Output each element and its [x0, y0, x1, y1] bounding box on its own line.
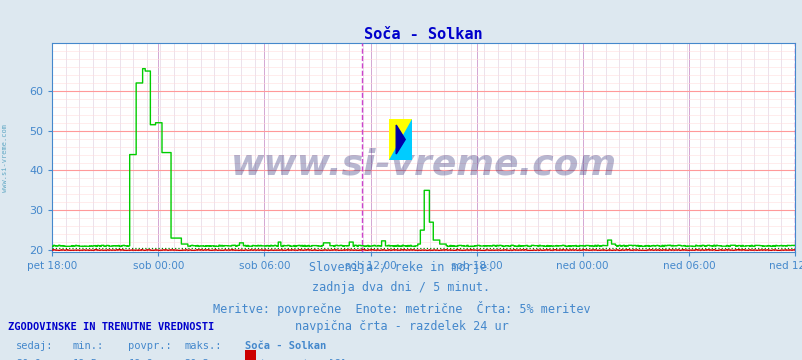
Text: min.:: min.: — [72, 341, 103, 351]
Text: Slovenija / reke in morje.: Slovenija / reke in morje. — [309, 261, 493, 274]
Polygon shape — [389, 119, 411, 160]
Text: temperatura[C]: temperatura[C] — [259, 359, 346, 360]
Text: 20,0: 20,0 — [16, 359, 41, 360]
Text: www.si-vreme.com: www.si-vreme.com — [230, 147, 616, 181]
Polygon shape — [395, 125, 405, 154]
Text: sedaj:: sedaj: — [16, 341, 54, 351]
Text: 19,9: 19,9 — [128, 359, 153, 360]
Text: 20,3: 20,3 — [184, 359, 209, 360]
Text: navpična črta - razdelek 24 ur: navpična črta - razdelek 24 ur — [294, 320, 508, 333]
Text: maks.:: maks.: — [184, 341, 222, 351]
Polygon shape — [389, 119, 411, 160]
Text: ZGODOVINSKE IN TRENUTNE VREDNOSTI: ZGODOVINSKE IN TRENUTNE VREDNOSTI — [8, 322, 214, 332]
Text: Soča - Solkan: Soča - Solkan — [245, 341, 326, 351]
Title: Soča - Solkan: Soča - Solkan — [364, 27, 482, 42]
Text: Meritve: povprečne  Enote: metrične  Črta: 5% meritev: Meritve: povprečne Enote: metrične Črta:… — [213, 301, 589, 316]
Text: povpr.:: povpr.: — [128, 341, 172, 351]
Text: www.si-vreme.com: www.si-vreme.com — [2, 125, 8, 192]
Text: 19,5: 19,5 — [72, 359, 97, 360]
Text: zadnja dva dni / 5 minut.: zadnja dva dni / 5 minut. — [312, 281, 490, 294]
